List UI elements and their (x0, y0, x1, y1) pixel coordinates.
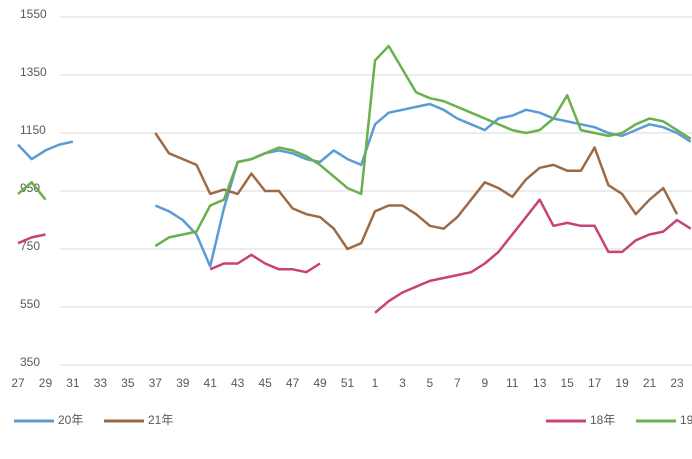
x-tick-label: 29 (39, 376, 53, 390)
x-tick-label: 27 (11, 376, 25, 390)
x-tick-label: 51 (341, 376, 355, 390)
x-tick-label: 41 (204, 376, 218, 390)
y-tick-label: 750 (20, 239, 40, 253)
series-line (209, 253, 321, 274)
x-tick-label: 11 (506, 376, 519, 390)
legend-label: 19 (680, 413, 692, 427)
series-line (17, 140, 74, 161)
x-tick-label: 19 (615, 376, 629, 390)
legend-label: 21年 (148, 413, 173, 427)
series-line (17, 233, 46, 245)
x-tick-label: 23 (670, 376, 684, 390)
x-tick-label: 7 (454, 376, 461, 390)
x-tick-label: 45 (258, 376, 272, 390)
legend-label: 20年 (58, 413, 83, 427)
series-line (374, 198, 692, 314)
x-tick-label: 31 (66, 376, 80, 390)
y-tick-label: 1150 (20, 123, 46, 137)
x-tick-label: 3 (399, 376, 406, 390)
x-tick-label: 9 (481, 376, 488, 390)
x-tick-label: 21 (643, 376, 657, 390)
x-tick-label: 37 (149, 376, 163, 390)
series-line (17, 181, 47, 201)
y-tick-label: 1350 (20, 65, 47, 79)
x-tick-label: 43 (231, 376, 245, 390)
x-tick-label: 5 (427, 376, 434, 390)
x-tick-label: 49 (313, 376, 327, 390)
x-tick-label: 39 (176, 376, 190, 390)
series-line (154, 132, 679, 251)
y-tick-label: 950 (20, 181, 40, 195)
x-tick-label: 15 (560, 376, 574, 390)
x-tick-label: 17 (588, 376, 602, 390)
x-tick-label: 13 (533, 376, 547, 390)
x-tick-label: 1 (372, 376, 379, 390)
series-line (154, 44, 692, 248)
x-tick-label: 47 (286, 376, 300, 390)
legend-label: 18年 (590, 413, 615, 427)
x-tick-label: 33 (94, 376, 108, 390)
y-tick-label: 550 (20, 297, 40, 311)
x-tick-label: 35 (121, 376, 135, 390)
y-tick-label: 1550 (20, 7, 47, 21)
y-tick-label: 350 (20, 355, 40, 369)
